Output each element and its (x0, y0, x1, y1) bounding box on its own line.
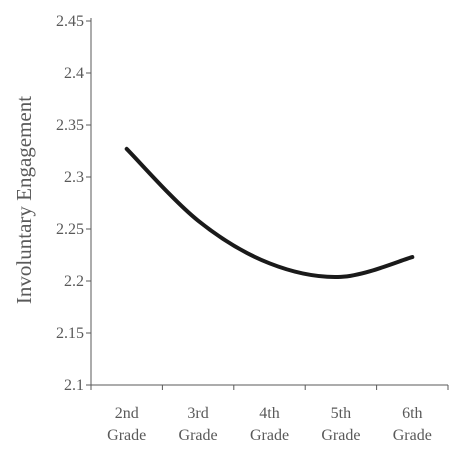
x-tick-label: 3rd Grade (179, 405, 218, 444)
x-tick-label: 6th Grade (393, 405, 432, 444)
y-tick-label: 2.35 (56, 117, 84, 134)
series-line (124, 146, 415, 279)
x-tick-label: 4th Grade (250, 405, 289, 444)
y-tick-label: 2.1 (64, 377, 84, 394)
y-tick-label: 2.45 (56, 13, 84, 30)
y-axis-ticks: 2.1 2.15 2.2 2.25 2.3 2.35 2.4 2.45 (56, 13, 91, 394)
y-tick-label: 2.4 (64, 65, 84, 82)
y-tick-label: 2.2 (64, 273, 84, 290)
y-tick-label: 2.3 (64, 169, 84, 186)
x-tick-label: 5th Grade (321, 405, 360, 444)
series-group (124, 146, 415, 279)
x-axis-ticks: 2nd Grade 3rd Grade 4th Grade 5th Grade 6th Grade (90, 385, 449, 444)
x-tick-label: 2nd Grade (107, 405, 146, 444)
y-tick-label: 2.25 (56, 221, 84, 238)
y-tick-label: 2.15 (56, 325, 84, 342)
y-axis-title: Involuntary Engagement (12, 96, 36, 304)
